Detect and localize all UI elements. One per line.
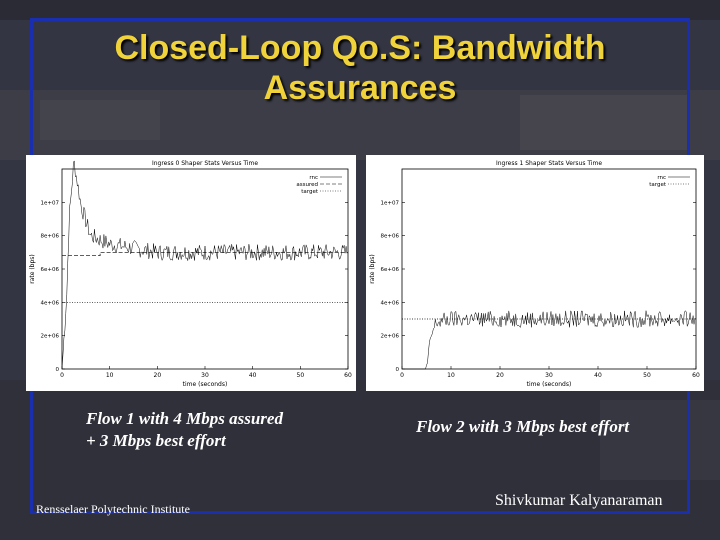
chart-1-y-tick-label-0: 0 bbox=[396, 367, 400, 373]
chart-0-x-tick-label-20: 20 bbox=[154, 372, 162, 379]
chart-0-x-tick-label-40: 40 bbox=[249, 372, 257, 379]
chart-1-series-rnc-line bbox=[402, 310, 696, 370]
chart-0-legend-label-assured: assured bbox=[296, 182, 318, 188]
chart-0-y-tick-label-0: 0 bbox=[56, 367, 60, 373]
chart-ingress-1: Ingress 1 Shaper Stats Versus Time 0 10 20 3… bbox=[366, 155, 704, 391]
slide-title: Closed-Loop Qo.S: Bandwidth Assurances bbox=[60, 28, 660, 108]
chart-1-legend-label-rnc: rnc bbox=[657, 175, 666, 181]
chart-1-y-tick-label-2e+06: 2e+06 bbox=[381, 334, 400, 340]
chart-1-x-tick-label-30: 30 bbox=[545, 372, 553, 379]
chart-1-y-tick-label-8e+06: 8e+06 bbox=[381, 234, 400, 240]
caption-flow-1-line-2: + 3 Mbps best effort bbox=[86, 431, 226, 450]
chart-1-x-tick-label-0: 0 bbox=[400, 372, 404, 379]
chart-1-y-axis-label: rate (bps) bbox=[369, 254, 376, 284]
chart-1-y-tick-label-6e+06: 6e+06 bbox=[381, 267, 400, 273]
chart-ingress-1-svg: Ingress 1 Shaper Stats Versus Time 0 10 20 3… bbox=[369, 160, 700, 388]
chart-0-y-tick-label-6e+06: 6e+06 bbox=[41, 267, 60, 273]
chart-0-y-axis-label: rate (bps) bbox=[29, 254, 36, 284]
chart-ingress-0: Ingress 0 Shaper Stats Versus Time 0 10 20 3… bbox=[26, 155, 356, 391]
chart-0-x-tick-label-50: 50 bbox=[297, 372, 305, 379]
chart-1-x-tick-label-10: 10 bbox=[447, 372, 455, 379]
caption-flow-2-line-1: Flow 2 with 3 Mbps best effort bbox=[416, 417, 630, 436]
chart-1-x-tick-label-60: 60 bbox=[692, 372, 700, 379]
caption-flow-1-line-1: Flow 1 with 4 Mbps assured bbox=[86, 409, 283, 428]
title-line-1: Closed-Loop Qo.S: Bandwidth bbox=[114, 29, 606, 67]
chart-1-x-axis-label: time (seconds) bbox=[527, 381, 572, 388]
caption-flow-1: Flow 1 with 4 Mbps assured + 3 Mbps best… bbox=[86, 408, 346, 452]
chart-1-y-tick-label-4e+06: 4e+06 bbox=[381, 300, 400, 306]
chart-0-x-tick-label-10: 10 bbox=[106, 372, 114, 379]
chart-0-title: Ingress 0 Shaper Stats Versus Time bbox=[152, 160, 258, 167]
chart-1-y-tick-label-1e+07: 1e+07 bbox=[381, 200, 400, 206]
chart-1-legend-label-target: target bbox=[649, 182, 667, 188]
chart-0-series-assured-line bbox=[62, 251, 348, 257]
chart-0-x-tick-label-0: 0 bbox=[60, 372, 64, 379]
chart-0-x-tick-label-30: 30 bbox=[201, 372, 209, 379]
chart-1-x-tick-label-40: 40 bbox=[594, 372, 602, 379]
caption-flow-2: Flow 2 with 3 Mbps best effort bbox=[416, 416, 696, 438]
chart-0-x-axis-label: time (seconds) bbox=[183, 381, 228, 388]
chart-0-x-tick-label-60: 60 bbox=[344, 372, 352, 379]
chart-ingress-0-svg: Ingress 0 Shaper Stats Versus Time 0 10 20 3… bbox=[29, 160, 352, 388]
title-line-2: Assurances bbox=[263, 69, 457, 107]
chart-1-x-tick-label-20: 20 bbox=[496, 372, 504, 379]
chart-1-title: Ingress 1 Shaper Stats Versus Time bbox=[496, 160, 602, 167]
footer-author: Shivkumar Kalyanaraman bbox=[495, 492, 663, 509]
chart-0-y-tick-label-1e+07: 1e+07 bbox=[41, 200, 60, 206]
chart-0-y-tick-label-8e+06: 8e+06 bbox=[41, 234, 60, 240]
chart-0-y-tick-label-2e+06: 2e+06 bbox=[41, 334, 60, 340]
chart-0-series-rnc-line bbox=[61, 160, 348, 370]
chart-1-plot-area bbox=[401, 168, 697, 370]
footer-institution: Rensselaer Polytechnic Institute bbox=[36, 502, 190, 516]
chart-1-x-tick-label-50: 50 bbox=[643, 372, 651, 379]
chart-0-plot-area bbox=[61, 168, 349, 370]
chart-0-legend-label-target: target bbox=[301, 189, 319, 195]
chart-0-y-tick-label-4e+06: 4e+06 bbox=[41, 300, 60, 306]
chart-0-legend-label-rnc: rnc bbox=[309, 175, 318, 181]
